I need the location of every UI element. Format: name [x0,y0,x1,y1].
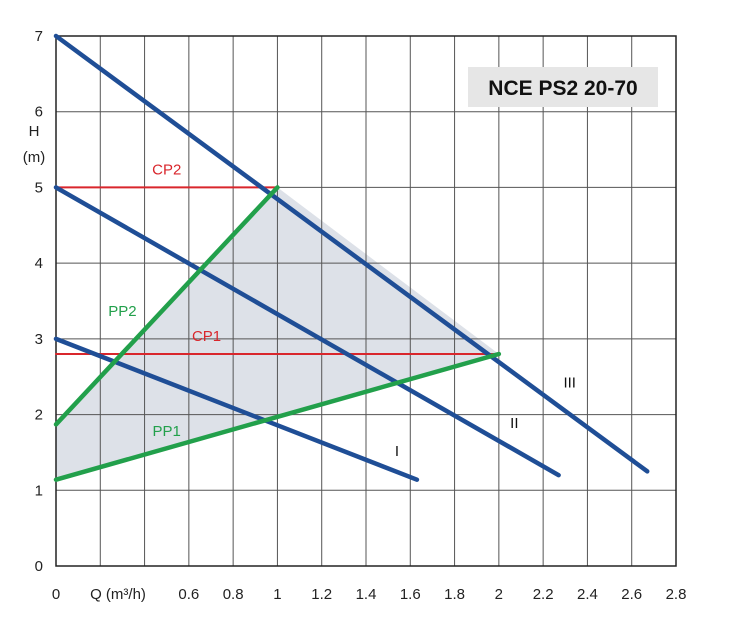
x-tick-label: 2 [495,586,503,603]
x-tick-label: 2.6 [621,586,642,603]
x-tick-labels: 0 Q (m³/h) 0.6 0.8 1 1.2 1.4 1.6 1.8 2 2.2 2.4 2.6 2.… [52,586,687,603]
curve-label-ii: II [510,415,518,432]
y-tick-label: 2 [35,407,43,424]
x-tick-label: 1.4 [356,586,377,603]
curve-label-i: I [395,443,399,460]
y-tick-labels: 0 1 2 3 4 5 6 7 [35,28,43,575]
chart-title: NCE PS2 20-70 [488,77,637,100]
y-tick-label: 7 [35,28,43,45]
y-tick-label: 0 [35,558,43,575]
x-tick-label: 2.4 [577,586,598,603]
curve-label-cp1: CP1 [192,328,221,345]
series-layer [53,33,650,482]
y-tick-label: 4 [35,255,43,272]
x-tick-label: 0.6 [178,586,199,603]
y-tick-label: 1 [35,482,43,499]
series-line-pp2 [53,185,280,427]
x-tick-label: 1 [273,586,281,603]
title-badge [468,67,658,107]
x-tick-label: 2.2 [533,586,554,603]
y-axis-label-unit: (m) [23,149,46,166]
x-tick-label: 1.2 [311,586,332,603]
series-line-pp1 [53,351,502,482]
y-tick-label: 3 [35,331,43,348]
x-tick-label: 2.8 [666,586,687,603]
curve-label-iii: III [563,374,576,391]
x-tick-label: 1.8 [444,586,465,603]
y-tick-label: 5 [35,179,43,196]
curve-label-pp1: PP1 [153,423,181,440]
curve-label-pp2: PP2 [108,303,136,320]
plot-frame [55,35,677,567]
y-tick-label: 6 [35,104,43,121]
series-line-iii [53,33,650,474]
x-tick-label: 0 [52,586,60,603]
curve-label-cp2: CP2 [152,162,181,179]
y-axis-label-h: H [29,123,40,140]
x-tick-label: 0.8 [223,586,244,603]
x-tick-label: 1.6 [400,586,421,603]
series-line-ii [53,185,561,478]
x-axis-label: Q (m³/h) [90,586,146,603]
